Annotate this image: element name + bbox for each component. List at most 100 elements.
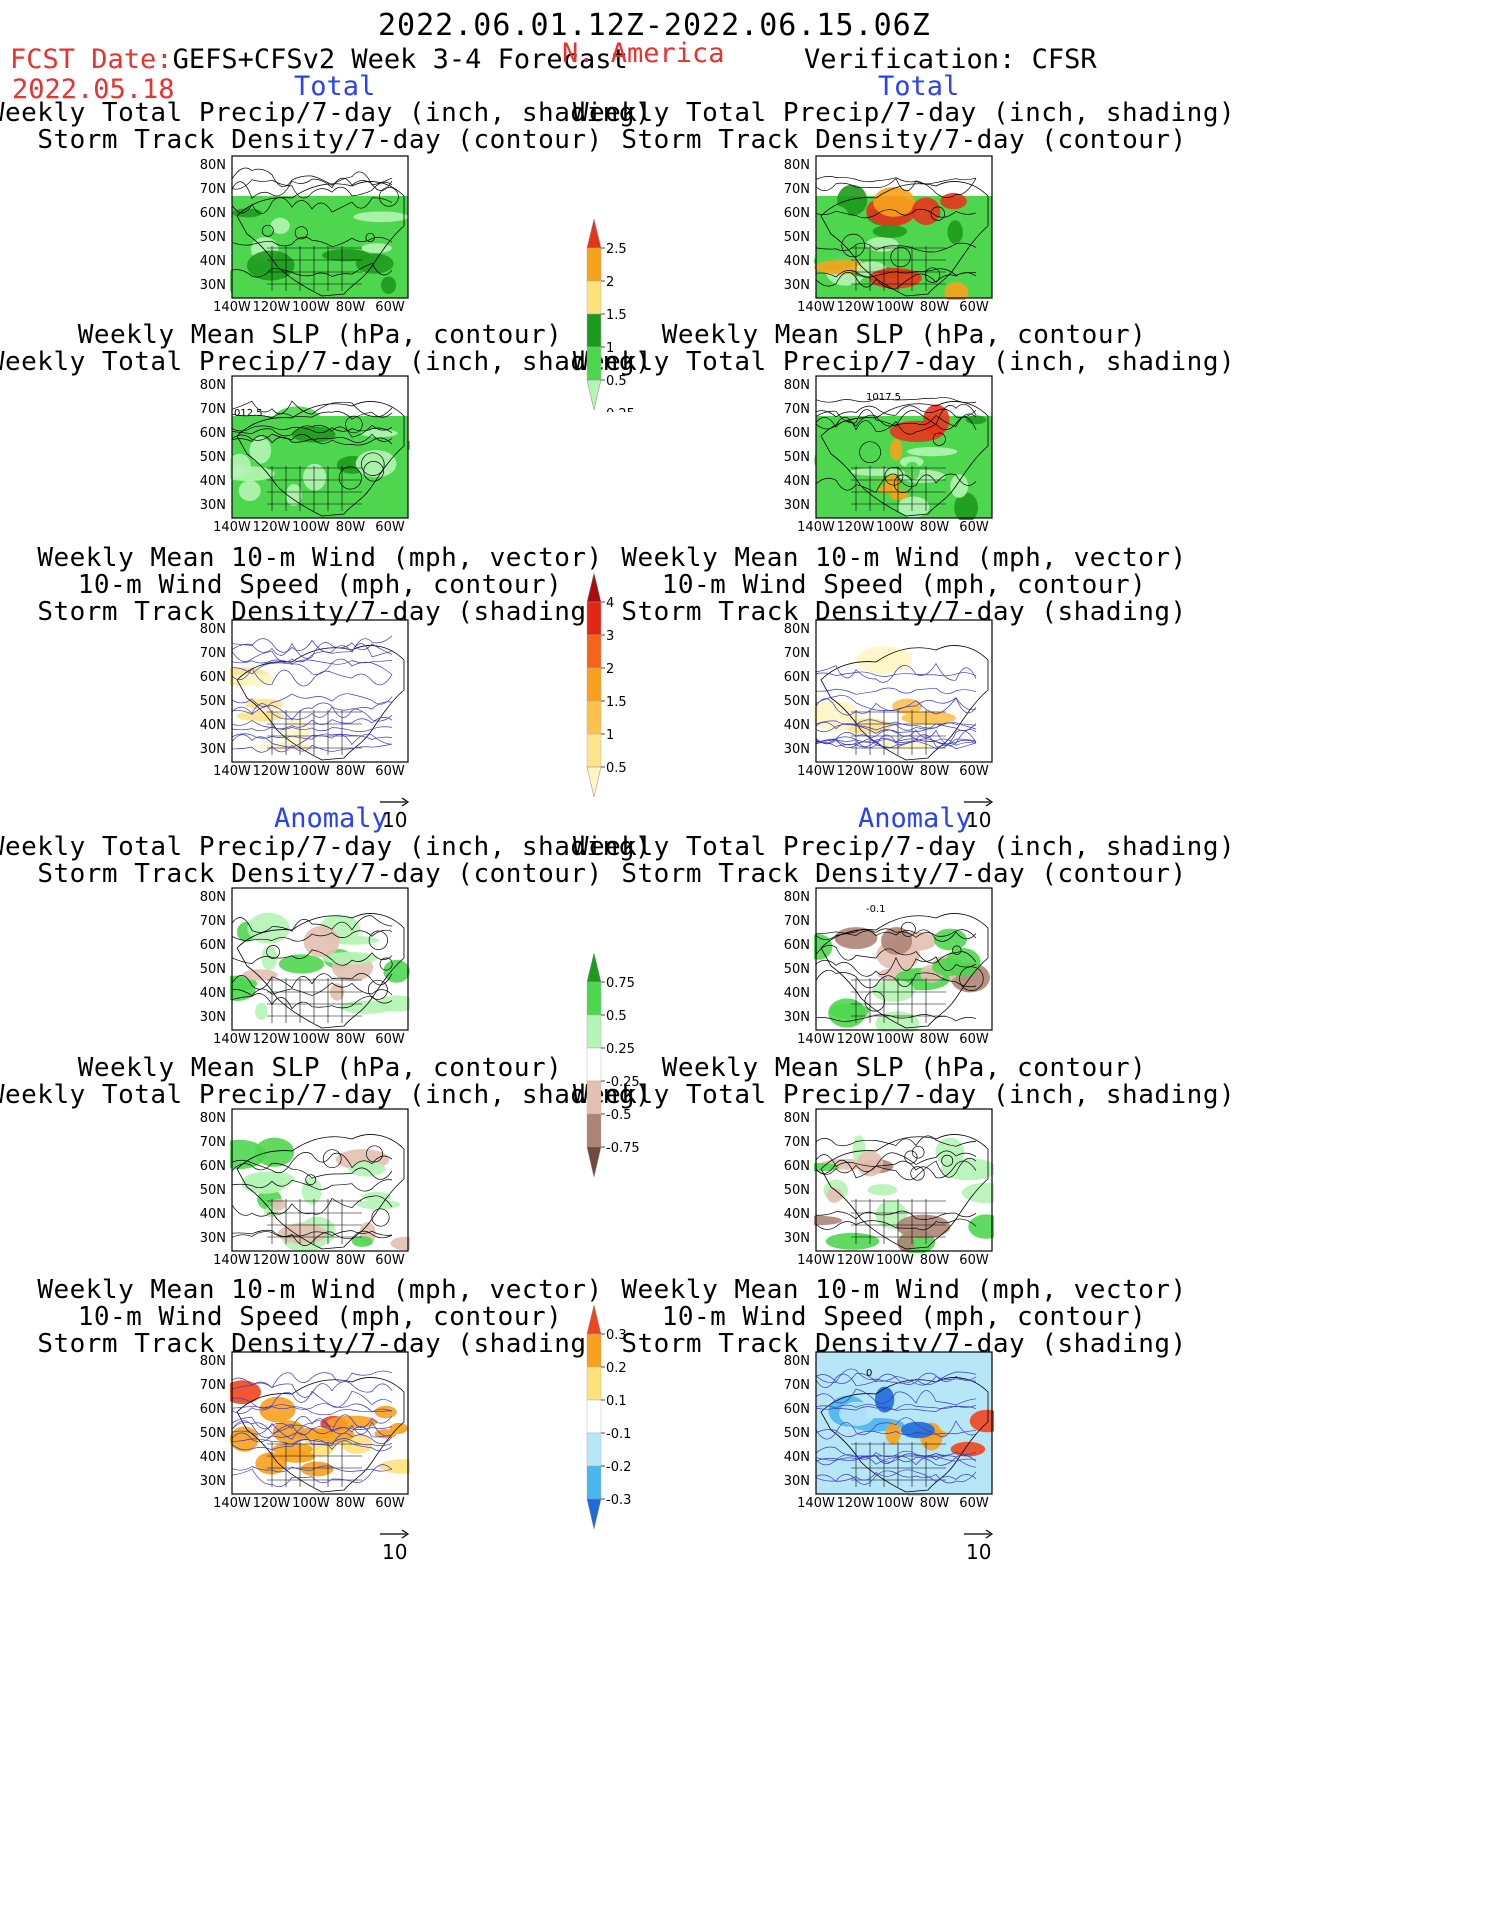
- panel-title-line: Storm Track Density/7-day (contour): [621, 859, 1187, 889]
- contour-line: [815, 176, 977, 185]
- colorbar-track-total: 4 3 2 1.5 1 0.5: [586, 572, 646, 803]
- coastline: [820, 913, 989, 1029]
- colorbar-bottom-triangle: [586, 1146, 602, 1178]
- lon-tick-label: 120W: [836, 764, 875, 779]
- lon-tick-label: 60W: [375, 300, 405, 315]
- lon-tick-label: 140W: [797, 300, 835, 315]
- lon-tick-label: 120W: [252, 520, 291, 535]
- lon-tick-label: 80W: [335, 1032, 366, 1047]
- shading-blob: [327, 201, 379, 233]
- lat-tick-label: 80N: [199, 1354, 226, 1369]
- model-name: GEFS+CFSv2 Week 3-4 Forecast: [172, 44, 628, 75]
- shading-blob: [302, 1177, 322, 1205]
- map-r2-left: 012.5: [230, 374, 446, 545]
- contour-line: [231, 658, 393, 675]
- shading-blob: [872, 224, 908, 238]
- contour-line: [815, 1417, 977, 1440]
- contour-line: [231, 929, 393, 942]
- colorbar-top-triangle: [586, 952, 602, 983]
- panel-title-line: 10-m Wind Speed (mph, contour): [77, 1302, 563, 1332]
- map-frame: [231, 887, 409, 1031]
- map-frame: [815, 619, 993, 763]
- contour-line: [815, 403, 977, 427]
- shading-blob: [968, 441, 985, 455]
- lat-tick-label: 30N: [783, 498, 810, 513]
- lat-tick-label: 70N: [199, 1378, 226, 1393]
- lon-tick-label: 60W: [959, 1253, 989, 1268]
- lon-tick-label: 80W: [919, 300, 950, 315]
- panel-title-r6-right: Weekly Mean 10-m Wind (mph, vector) 10-m …: [554, 1277, 1254, 1358]
- map-frame: [231, 619, 409, 763]
- track-contour: [841, 233, 865, 258]
- contour-line: [815, 729, 977, 748]
- shading-blob: [945, 948, 981, 977]
- contour-line: [231, 1179, 393, 1192]
- lat-tick-label: 50N: [199, 1183, 226, 1198]
- panel-title-r5-right: Weekly Mean SLP (hPa, contour) Weekly Tot…: [554, 1055, 1254, 1109]
- panel-title-line: Storm Track Density/7-day (shading): [621, 597, 1187, 627]
- lat-tick-label: 40N: [783, 1450, 810, 1465]
- map-frame: [815, 1351, 993, 1495]
- lat-tick-label: 60N: [199, 206, 226, 221]
- contour-line: [231, 1432, 393, 1447]
- lat-tick-label: 70N: [783, 402, 810, 417]
- coastline: [236, 645, 405, 761]
- shading-blob: [270, 217, 290, 234]
- shading-blob: [247, 250, 295, 281]
- colorbar-label: 0.5: [606, 374, 627, 389]
- colorbar-segment: [586, 733, 602, 768]
- shading-blob: [954, 492, 978, 520]
- contour-line: [815, 694, 977, 711]
- lat-tick-label: 80N: [199, 622, 226, 637]
- map-r3-right: [814, 618, 1030, 789]
- colorbar-segment: [586, 634, 602, 669]
- contour-line: [815, 1014, 977, 1022]
- track-contour: [367, 979, 388, 1000]
- reference-vector-value: 10: [966, 808, 992, 832]
- coastline: [236, 1377, 405, 1493]
- shading-blob: [935, 1137, 965, 1167]
- contour-line: [815, 405, 977, 418]
- lon-tick-label: 140W: [797, 1253, 835, 1268]
- lat-tick-label: 70N: [783, 1378, 810, 1393]
- track-contour: [900, 921, 916, 937]
- shading-blob: [255, 1002, 268, 1020]
- contour-line: [231, 703, 393, 722]
- contour-line: [815, 969, 977, 989]
- shading-blob: [856, 646, 913, 674]
- shading-blob: [950, 1441, 986, 1457]
- shading-blob: [319, 218, 334, 250]
- anomaly-label-left: Anomaly: [274, 803, 388, 834]
- colorbar-segment: [586, 247, 602, 282]
- lat-tick-label: 60N: [783, 938, 810, 953]
- contour-line: [231, 411, 393, 420]
- contour-line: [231, 177, 393, 200]
- lat-tick-label: 50N: [199, 450, 226, 465]
- lat-tick-label: 80N: [783, 1354, 810, 1369]
- shading-blob: [875, 1011, 920, 1032]
- colorbar-label: 2: [606, 275, 614, 290]
- shading-blob: [230, 1380, 261, 1405]
- contour-line: [231, 400, 393, 418]
- arrow-icon: [964, 797, 994, 807]
- fcst-label: FCST Date:GEFS+CFSv2 Week 3-4 Forecast: [10, 44, 628, 75]
- lat-tick-label: 50N: [199, 230, 226, 245]
- panel-title-r6-left: Weekly Mean 10-m Wind (mph, vector) 10-m …: [0, 1277, 670, 1358]
- track-contour: [363, 461, 384, 482]
- lat-tick-label: 30N: [199, 278, 226, 293]
- total-label-right: Total: [878, 71, 960, 102]
- colorbar-segment: [586, 1014, 602, 1049]
- lat-tick-label: 30N: [199, 498, 226, 513]
- colorbar-segment: [586, 1366, 602, 1401]
- lat-tick-label: 70N: [199, 646, 226, 661]
- colorbar-segment: [586, 700, 602, 735]
- shading-blob: [839, 1401, 875, 1426]
- panel-title-line: Weekly Mean 10-m Wind (mph, vector): [37, 543, 603, 573]
- shading-blob: [879, 1467, 921, 1477]
- colorbar-label: 1.5: [606, 308, 627, 323]
- lat-tick-label: 30N: [783, 1474, 810, 1489]
- lon-tick-label: 140W: [213, 1032, 251, 1047]
- shading-blob: [906, 447, 958, 457]
- map-r4-left: [230, 886, 446, 1057]
- panel-title-r4-right: Weekly Total Precip/7-day (inch, shading…: [554, 834, 1254, 888]
